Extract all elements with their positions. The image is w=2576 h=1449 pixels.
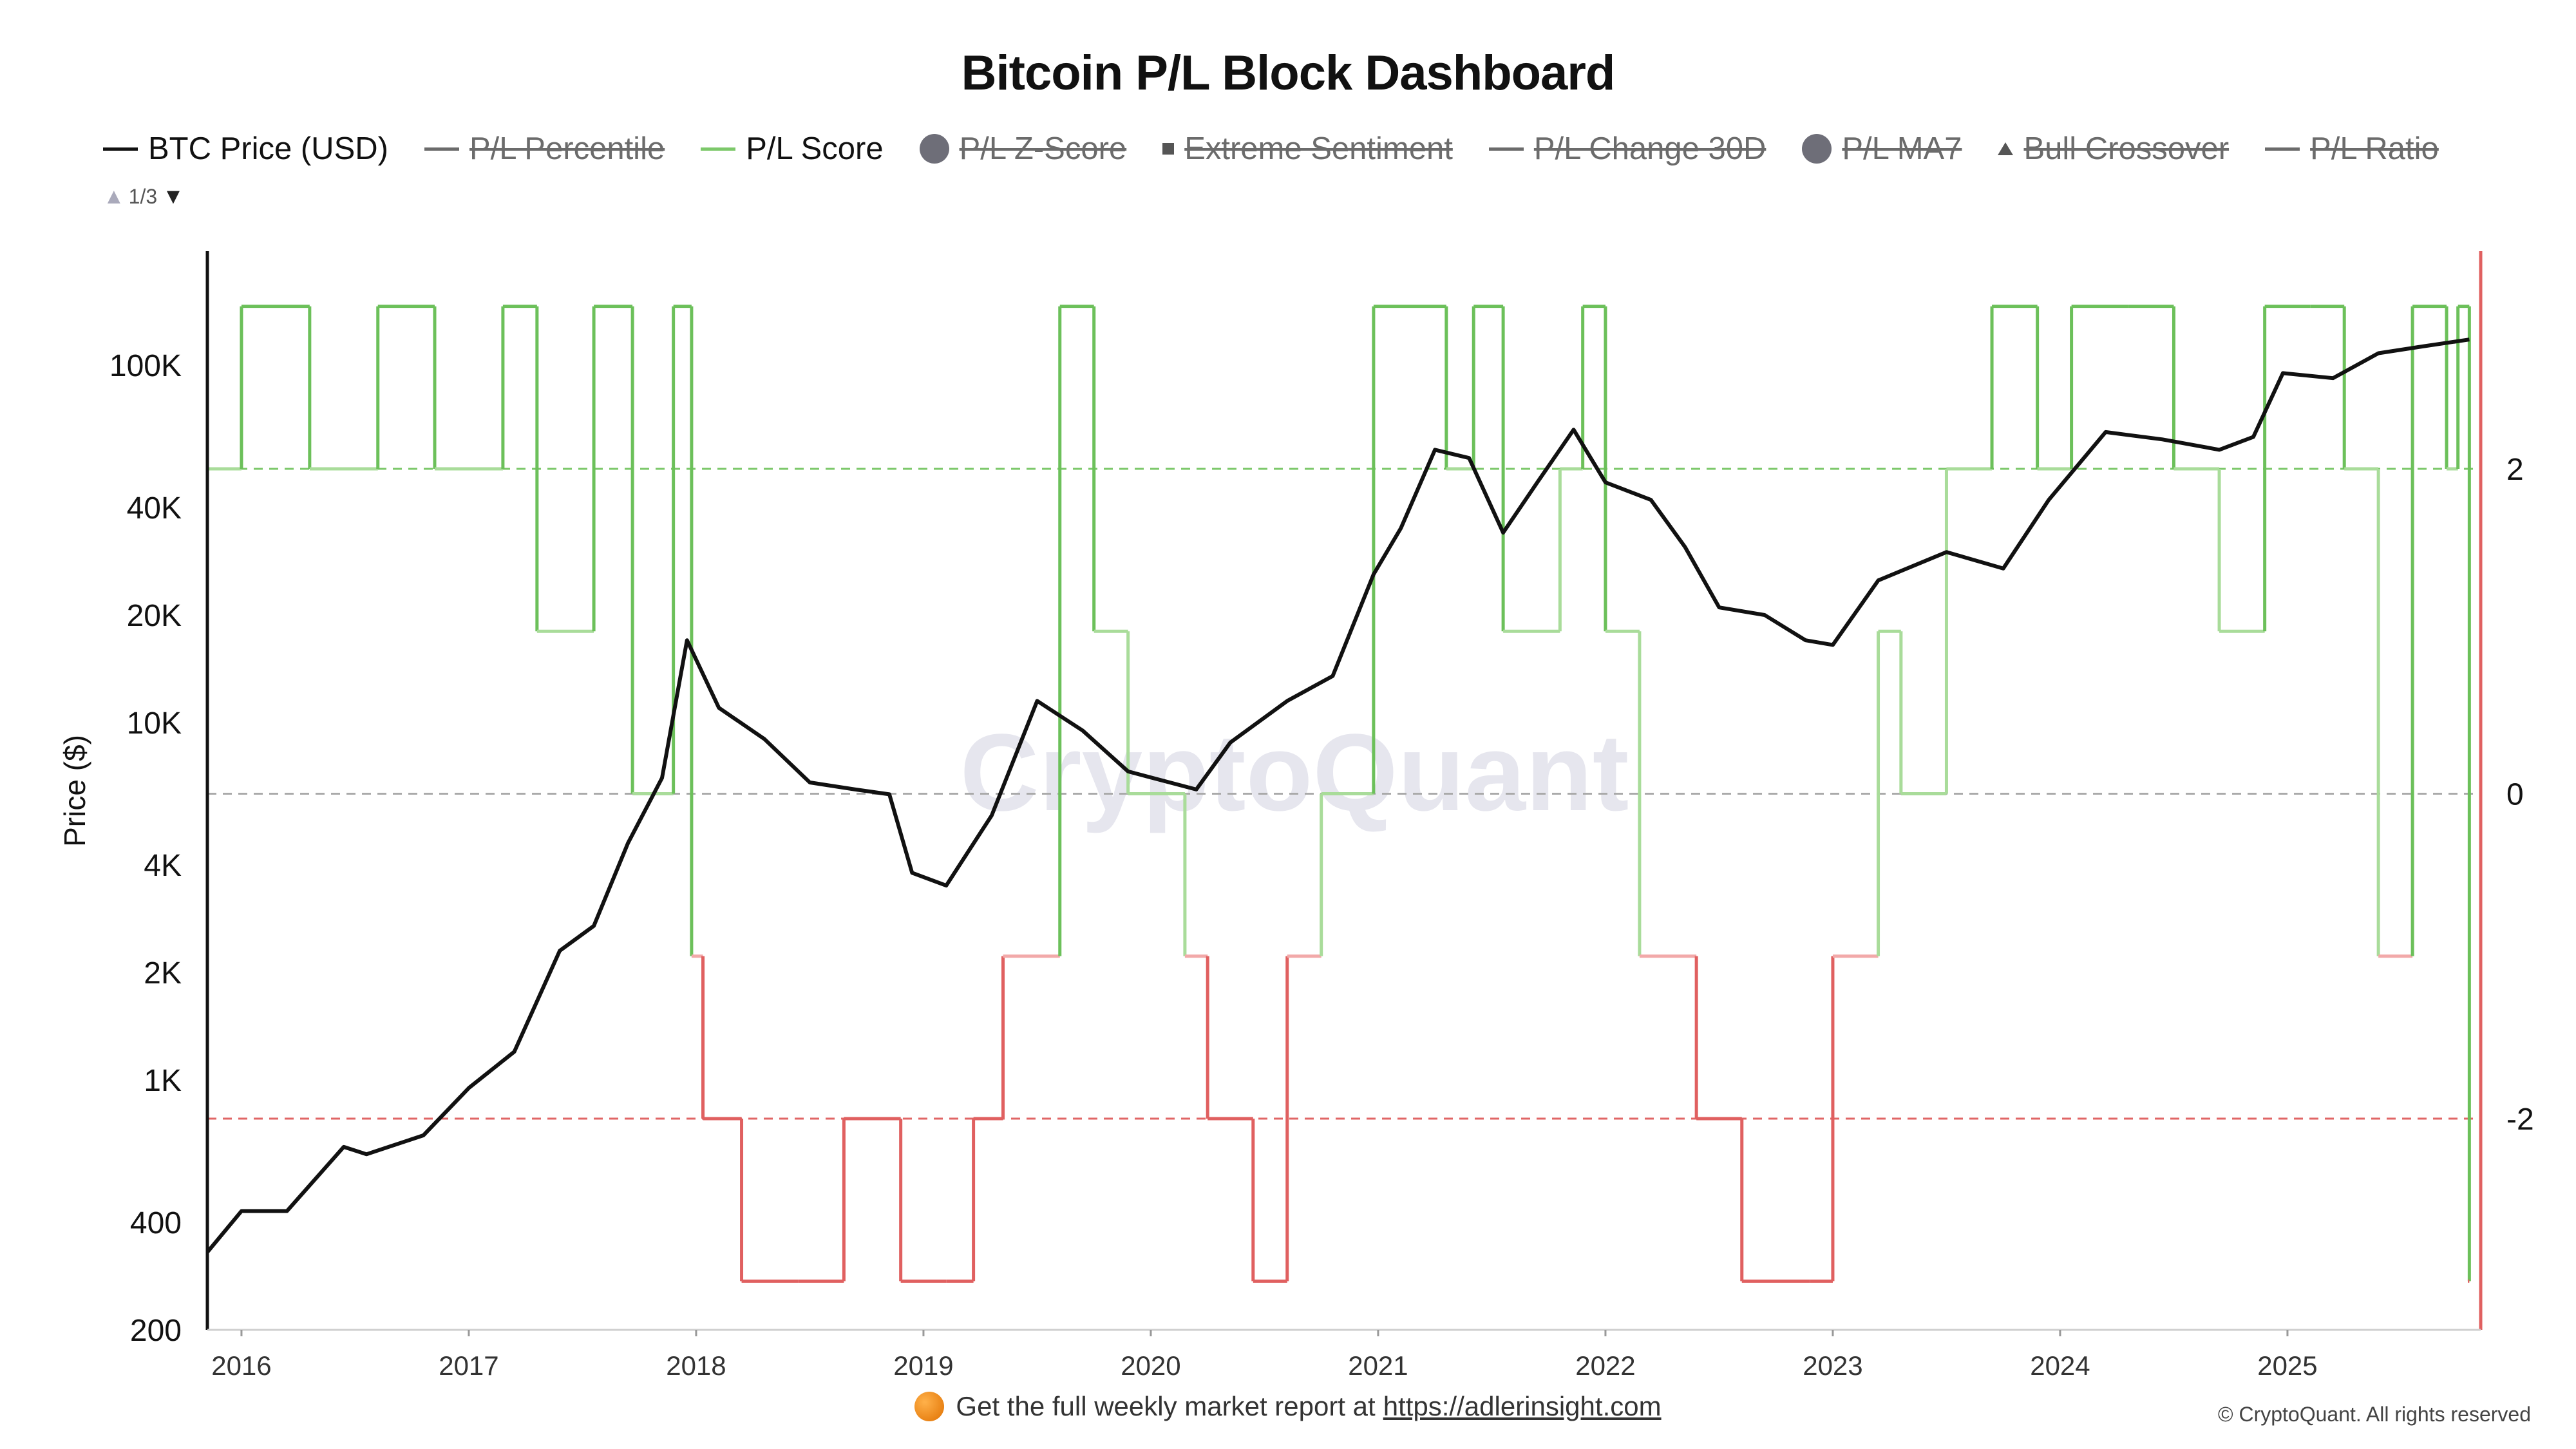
square-marker-icon — [1162, 143, 1175, 155]
legend-item-p-l-ma7[interactable]: P/L MA7 — [1802, 131, 1962, 167]
orange-circle-icon — [914, 1392, 945, 1421]
watermark: CryptoQuant — [960, 712, 1629, 834]
btc-price-line — [205, 337, 2470, 1254]
x-tick-label: 2016 — [211, 1350, 271, 1381]
legend-label: BTC Price (USD) — [148, 131, 388, 166]
y-tick-label: 1K — [144, 1064, 182, 1098]
legend-label: P/L Percentile — [469, 131, 665, 166]
triangle-down-icon[interactable]: ▼ — [162, 184, 184, 209]
legend-item-p-l-percentile[interactable]: P/L Percentile — [424, 131, 665, 167]
y-tick-label: 200 — [130, 1314, 182, 1348]
x-tick-label: 2025 — [2257, 1350, 2317, 1381]
line-marker-icon — [103, 147, 138, 151]
pager-label: 1/3 — [128, 185, 158, 208]
x-tick-label: 2019 — [893, 1350, 953, 1381]
y-tick-label: 400 — [130, 1206, 182, 1240]
x-tick-label: 2017 — [439, 1350, 498, 1381]
y-tick-label: 20K — [127, 599, 182, 633]
y-tick-label: 10K — [127, 706, 182, 741]
legend-item-p-l-change-30d[interactable]: P/L Change 30D — [1488, 131, 1766, 167]
legend-label: Extreme Sentiment — [1184, 131, 1453, 166]
y-tick-label: 100K — [109, 349, 182, 383]
footer: Get the full weekly market report at htt… — [0, 1391, 2576, 1422]
footer-text: Get the full weekly market report at — [956, 1391, 1376, 1421]
line-marker-icon — [2265, 147, 2300, 151]
triangle-up-icon[interactable]: ▲ — [103, 184, 125, 209]
legend-label: Bull Crossover — [2023, 131, 2230, 166]
line-marker-icon — [701, 147, 736, 151]
y2-tick-label: -2 — [2506, 1103, 2534, 1137]
legend-item-bull-crossover[interactable]: Bull Crossover — [1998, 131, 2229, 167]
axes: 100K 40K 20K 10K 4K 2K 1K 400 200 2 0 -2 2016 2017 201… — [109, 251, 2534, 1381]
legend-label: P/L Ratio — [2310, 131, 2439, 166]
x-tick-label: 2022 — [1575, 1350, 1635, 1381]
legend-label: P/L MA7 — [1842, 131, 1962, 166]
y-tick-label: 40K — [127, 491, 182, 526]
legend-label: P/L Z-Score — [959, 131, 1127, 166]
x-tick-label: 2023 — [1803, 1350, 1862, 1381]
legend-label: P/L Change 30D — [1533, 131, 1766, 166]
triangle-marker-icon — [1998, 142, 2014, 155]
x-tick-label: 2024 — [2030, 1350, 2090, 1381]
y-tick-label: 2K — [144, 956, 182, 990]
legend-pager: ▲ 1/3 ▼ — [103, 184, 184, 209]
legend-label: P/L Score — [746, 131, 884, 166]
legend-item-extreme-sentiment[interactable]: Extreme Sentiment — [1162, 131, 1453, 167]
x-tick-label: 2018 — [666, 1350, 726, 1381]
y-axis-label: Price ($) — [58, 735, 91, 847]
y2-tick-label: 2 — [2506, 453, 2524, 487]
line-marker-icon — [1488, 147, 1524, 151]
copyright: © CryptoQuant. All rights reserved — [2218, 1403, 2531, 1426]
footer-link[interactable]: https://adlerinsight.com — [1383, 1391, 1662, 1421]
line-marker-icon — [424, 147, 459, 151]
legend-item-p-l-score[interactable]: P/L Score — [701, 131, 884, 167]
legend-item-btc-price-usd[interactable]: BTC Price (USD) — [103, 131, 388, 167]
dot-marker-icon — [1802, 134, 1832, 164]
legend-item-p-l-z-score[interactable]: P/L Z-Score — [919, 131, 1127, 167]
x-tick-label: 2021 — [1348, 1350, 1408, 1381]
pl-score-series — [207, 305, 2471, 1283]
legend-item-p-l-ratio[interactable]: P/L Ratio — [2265, 131, 2439, 167]
y2-tick-label: 0 — [2506, 778, 2524, 812]
legend: BTC Price (USD) P/L Percentile P/L Score P/… — [103, 126, 2475, 171]
chart-title: Bitcoin P/L Block Dashboard — [961, 46, 1616, 100]
y-tick-label: 4K — [144, 849, 182, 883]
btc-price-series — [205, 337, 2470, 1254]
x-tick-label: 2020 — [1121, 1350, 1180, 1381]
dot-marker-icon — [919, 134, 949, 164]
